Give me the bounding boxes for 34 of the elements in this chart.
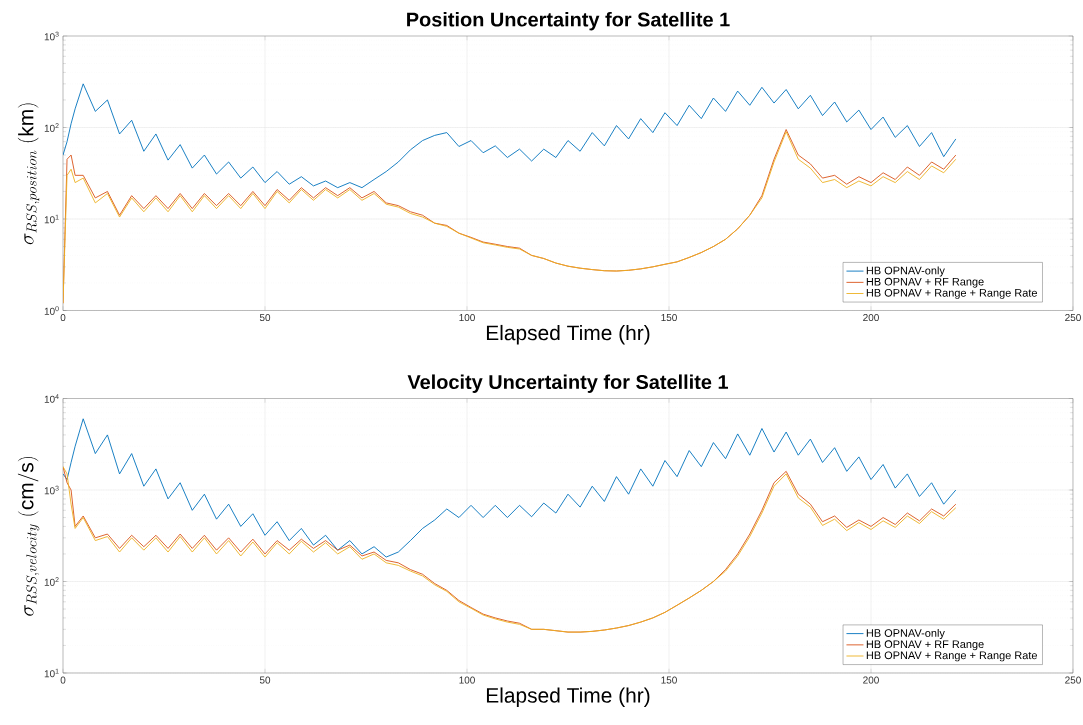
legend-label: HB OPNAV-only xyxy=(866,266,945,277)
y-tick-label: 10$^{2}$ xyxy=(44,577,59,586)
x-axis-title: Elapsed Time (hr) xyxy=(486,687,650,707)
x-tick-label: 0 xyxy=(60,314,66,322)
chart-title: Velocity Uncertainty for Satellite 1 xyxy=(407,374,728,394)
x-tick-label: 200 xyxy=(863,676,879,684)
legend-label: HB OPNAV + RF Range xyxy=(866,277,984,288)
y-tick-label: 10$^{3}$ xyxy=(44,31,59,41)
y-axis-title: $\sigma_{RSS,position}\ (\mathrm{km})$ xyxy=(17,103,40,245)
x-tick-label: 0 xyxy=(60,676,66,684)
y-tick-label: 10$^{2}$ xyxy=(44,123,59,132)
x-axis-title: Elapsed Time (hr) xyxy=(486,324,650,345)
y-tick-label: 10$^{0}$ xyxy=(44,306,59,315)
line-series xyxy=(63,418,957,558)
y-tick-label: 10$^{1}$ xyxy=(44,214,59,224)
x-tick-label: 150 xyxy=(661,314,677,322)
y-tick-label: 10$^{3}$ xyxy=(44,485,59,495)
legend-label: HB OPNAV + Range + Range Rate xyxy=(866,651,1037,662)
y-axis-title: $\sigma_{RSS,velocity}\ (\mathrm{cm/s})$ xyxy=(17,456,40,616)
line-series xyxy=(63,83,957,189)
x-tick-label: 100 xyxy=(459,676,475,684)
x-tick-label: 50 xyxy=(259,314,271,322)
legend-label: HB OPNAV-only xyxy=(866,628,945,640)
x-tick-label: 50 xyxy=(259,676,271,684)
x-tick-label: 250 xyxy=(1065,314,1081,322)
chart-title: Position Uncertainty for Satellite 1 xyxy=(407,11,730,31)
legend-label: HB OPNAV + RF Range xyxy=(866,640,984,651)
y-tick-label: 10$^{4}$ xyxy=(44,394,59,403)
y-tick-label: 10$^{1}$ xyxy=(44,668,59,678)
x-tick-label: 150 xyxy=(661,676,677,684)
x-tick-label: 250 xyxy=(1065,676,1081,684)
legend-label: HB OPNAV + Range + Range Rate xyxy=(866,288,1037,299)
x-tick-label: 200 xyxy=(863,314,879,322)
x-tick-label: 100 xyxy=(459,314,475,322)
